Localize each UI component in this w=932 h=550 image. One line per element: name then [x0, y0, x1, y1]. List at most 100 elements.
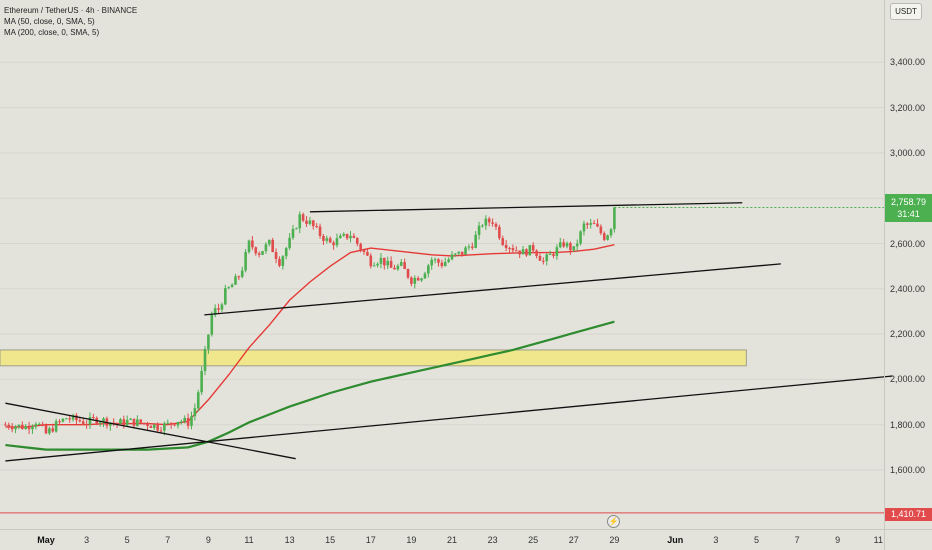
candle-up	[433, 259, 437, 261]
candle-up	[572, 246, 576, 251]
time-tick-label: 27	[568, 535, 579, 545]
candle-up	[447, 259, 450, 262]
candle-down	[393, 267, 396, 270]
candle-down	[274, 252, 278, 259]
candle-up	[281, 256, 285, 266]
candle-up	[176, 421, 180, 426]
candle-down	[217, 308, 220, 310]
candle-up	[430, 259, 433, 266]
candle-down	[359, 243, 362, 250]
candle-up	[268, 239, 271, 245]
trendline-channel-lower	[204, 263, 781, 316]
candle-down	[437, 259, 440, 263]
candle-down	[78, 420, 82, 422]
candle-down	[237, 276, 241, 278]
candle-up	[61, 418, 65, 422]
candle-down	[122, 419, 126, 426]
last-price-value: 2,758.79	[890, 197, 927, 207]
candle-down	[81, 421, 85, 425]
time-tick-label: 3	[84, 535, 90, 545]
candle-down	[322, 235, 325, 241]
time-tick-label: 7	[165, 535, 171, 545]
candle-up	[264, 244, 268, 252]
ma50-legend[interactable]: MA (50, close, 0, SMA, 5)	[4, 17, 95, 26]
candle-down	[501, 238, 505, 245]
symbol-title[interactable]: Ethereum / TetherUS · 4h · BINANCE	[4, 6, 138, 15]
candle-up	[227, 287, 230, 289]
candle-up	[372, 265, 376, 267]
candle-down	[10, 427, 14, 430]
candle-down	[115, 423, 119, 425]
candle-down	[416, 277, 420, 281]
candle-up	[565, 243, 569, 247]
candle-down	[355, 237, 359, 244]
candle-up	[129, 418, 132, 420]
candle-down	[525, 249, 528, 256]
time-tick-label: 9	[205, 535, 211, 545]
candle-up	[24, 426, 27, 429]
candle-up	[14, 426, 17, 430]
candle-up	[224, 288, 227, 305]
price-tick-label: 1,600.00	[889, 465, 925, 475]
candle-up	[450, 254, 454, 260]
candle-down	[514, 250, 518, 252]
candle-up	[98, 422, 102, 424]
candle-up	[298, 214, 302, 229]
candle-up	[443, 261, 447, 267]
candle-down	[51, 428, 55, 432]
time-tick-label: 29	[609, 535, 620, 545]
candle-down	[41, 423, 44, 426]
price-tick-label: 2,000.00	[889, 374, 925, 385]
candle-down	[146, 423, 149, 427]
candle-up	[125, 419, 129, 426]
candle-down	[44, 425, 48, 434]
time-tick-label: 5	[124, 535, 130, 545]
candle-down	[332, 242, 335, 246]
ma200-legend[interactable]: MA (200, close, 0, SMA, 5)	[4, 28, 100, 37]
currency-button[interactable]: USDT	[890, 3, 922, 20]
candle-down	[345, 233, 349, 239]
time-tick-label: 19	[406, 535, 417, 545]
candle-up	[108, 422, 112, 426]
candle-up	[427, 265, 430, 274]
candle-up	[376, 263, 379, 266]
time-tick-label: 23	[487, 535, 498, 545]
time-axis-border	[0, 529, 932, 530]
candle-up	[555, 247, 559, 256]
candle-up	[37, 423, 41, 425]
trendline-long-support	[5, 375, 893, 462]
candle-up	[48, 428, 51, 434]
candle-up	[481, 225, 484, 227]
time-tick-label: Jun	[667, 535, 684, 545]
lightning-icon[interactable]: ⚡	[607, 515, 620, 528]
candle-up	[34, 424, 38, 427]
candle-up	[88, 417, 92, 425]
candle-down	[592, 223, 596, 225]
price-tick-label: 3,200.00	[889, 102, 925, 113]
price-tick-label: 2,600.00	[889, 238, 925, 249]
candle-up	[582, 223, 586, 232]
candle-up	[163, 423, 166, 431]
candle-down	[552, 254, 555, 256]
last-price-tag: 2,758.79 31:41	[885, 194, 932, 222]
candle-down	[362, 249, 366, 252]
candle-down	[538, 256, 542, 261]
candle-down	[311, 220, 315, 227]
candle-down	[511, 248, 515, 251]
bar-countdown: 31:41	[897, 209, 920, 219]
candle-down	[491, 222, 494, 224]
candle-up	[399, 262, 403, 266]
time-tick-label: 9	[835, 535, 841, 545]
candle-down	[366, 251, 369, 256]
candle-up	[339, 235, 342, 239]
candle-up	[65, 418, 68, 420]
candle-down	[301, 214, 305, 221]
candle-up	[190, 416, 193, 426]
chart-legend: Ethereum / TetherUS · 4h · BINANCE MA (5…	[4, 5, 137, 38]
candle-down	[389, 260, 393, 268]
candle-up	[477, 225, 481, 235]
candle-down	[596, 223, 599, 227]
candle-down	[569, 243, 572, 251]
candle-up	[613, 207, 616, 230]
